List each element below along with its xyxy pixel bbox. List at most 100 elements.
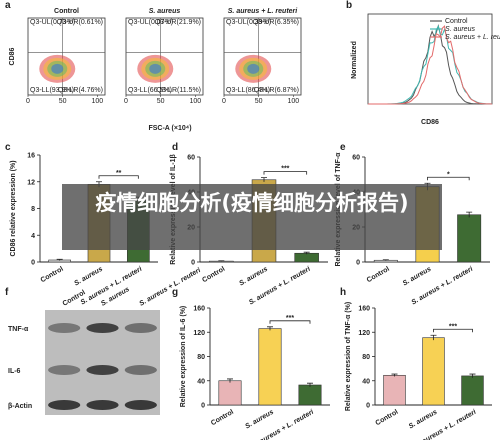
y-tick-label: 8 <box>31 206 35 213</box>
row-label: TNF-α <box>8 326 29 333</box>
y-axis-label: Relative expression of TNF-α (%) <box>345 302 352 411</box>
y-axis-label: Relative expression of IL-6 (%) <box>180 306 187 408</box>
y-tick-label: 16 <box>27 153 35 160</box>
bar <box>258 328 282 406</box>
quadrant-label: Q3-LR(11.5%) <box>156 87 201 94</box>
blot-band <box>86 400 119 410</box>
y-tick-label: 0 <box>191 260 195 267</box>
y-axis-label: CD86 relative expression (%) <box>10 160 17 256</box>
legend-label: S. aureus + L. reuteri <box>445 34 500 41</box>
y-tick-label: 40 <box>197 378 205 385</box>
x-tick-label: 0 <box>124 98 128 105</box>
bar <box>298 384 322 406</box>
y-tick-label: 0 <box>31 260 35 267</box>
bar <box>461 375 484 406</box>
panel-label: c <box>5 142 11 153</box>
flow-title: Control <box>54 8 79 15</box>
row-label: IL-6 <box>8 368 21 375</box>
lane-label: S. aureus + L. reuteri <box>138 266 203 307</box>
density-blob <box>247 63 260 74</box>
blot-band <box>124 323 157 333</box>
x-tick-label: Control <box>210 409 235 428</box>
quadrant-label: Q3-UR(6.35%) <box>253 19 299 26</box>
row-label: β-Actin <box>8 403 32 410</box>
banner <box>62 184 442 250</box>
y-axis-label: CD86 <box>9 47 16 65</box>
x-tick-label: S. aureus + L. reuteri <box>251 408 316 440</box>
x-tick-label: 50 <box>59 98 67 105</box>
bar <box>218 380 242 406</box>
error-bar <box>267 326 273 331</box>
x-axis-label: FSC-A (×10⁴) <box>148 125 191 132</box>
y-tick-label: 0 <box>356 260 360 267</box>
error-bar <box>430 334 437 341</box>
legend-label: Control <box>445 18 468 25</box>
x-tick-label: 100 <box>287 98 299 105</box>
x-tick-label: S. aureus <box>73 266 104 288</box>
panel-label: g <box>172 287 178 298</box>
flow-frame <box>125 17 204 96</box>
panel-label: e <box>340 142 346 153</box>
error-bar <box>227 378 233 383</box>
x-tick-label: S. aureus <box>238 266 269 288</box>
panel-label: a <box>5 0 11 11</box>
blot-band <box>124 400 157 410</box>
density-blob <box>149 63 162 74</box>
panel-label: b <box>346 0 352 11</box>
significance-bracket <box>433 328 473 333</box>
bar <box>457 214 482 263</box>
quadrant-label: Q3-LR(4.76%) <box>58 87 103 94</box>
error-bar <box>56 258 63 261</box>
x-axis-label: CD86 <box>421 119 439 126</box>
x-tick-label: 50 <box>255 98 263 105</box>
bar <box>383 374 406 406</box>
quadrant-label: Q3-LL(93.9%) <box>30 87 74 94</box>
quadrant-label: Q3-LL(86.4%) <box>226 87 270 94</box>
legend-label: S. aureus <box>445 26 475 33</box>
quadrant-label: Q3-UL(0.73%) <box>30 19 75 26</box>
flow-title: S. aureus <box>149 8 181 15</box>
x-tick-label: S. aureus + L. reuteri <box>414 408 479 440</box>
x-tick-label: S. aureus <box>244 409 275 431</box>
x-tick-label: 50 <box>157 98 165 105</box>
error-bar <box>303 251 310 255</box>
y-tick-label: 60 <box>187 155 195 162</box>
error-bar <box>218 260 225 262</box>
blot-band <box>48 323 81 333</box>
x-tick-label: S. aureus <box>408 409 439 431</box>
blot-band <box>48 365 81 375</box>
blot-band <box>124 365 157 375</box>
error-bar <box>469 373 476 378</box>
panel-label: f <box>5 287 9 298</box>
y-tick-label: 0 <box>201 403 205 410</box>
density-curve <box>368 25 493 105</box>
x-tick-label: 100 <box>91 98 103 105</box>
y-tick-label: 160 <box>193 306 205 313</box>
quadrant-label: Q3-UR(0.61%) <box>57 19 103 26</box>
density-blob <box>51 63 64 74</box>
x-tick-label: Control <box>40 266 65 285</box>
x-tick-label: 100 <box>189 98 201 105</box>
y-tick-label: 80 <box>362 354 370 361</box>
x-tick-label: Control <box>366 266 391 285</box>
significance-bracket <box>427 176 470 181</box>
y-tick-label: 0 <box>366 403 370 410</box>
quadrant-label: Q3-LR(6.87%) <box>254 87 299 94</box>
blot-band <box>86 365 119 375</box>
y-tick-label: 160 <box>358 306 370 313</box>
significance-label: * <box>447 171 450 178</box>
error-bar <box>307 382 313 387</box>
x-tick-label: Control <box>374 409 399 428</box>
x-tick-label: Control <box>201 266 226 285</box>
y-tick-label: 60 <box>352 155 360 162</box>
panel-label: h <box>340 287 346 298</box>
y-tick-label: 40 <box>362 378 370 385</box>
quadrant-label: Q3-UL(0.07%) <box>128 19 173 26</box>
x-tick-label: 0 <box>222 98 226 105</box>
error-bar <box>261 177 267 182</box>
significance-label: *** <box>449 323 457 330</box>
y-axis-label: Normalized <box>351 41 358 79</box>
significance-bracket <box>263 171 308 175</box>
bar <box>294 252 319 263</box>
